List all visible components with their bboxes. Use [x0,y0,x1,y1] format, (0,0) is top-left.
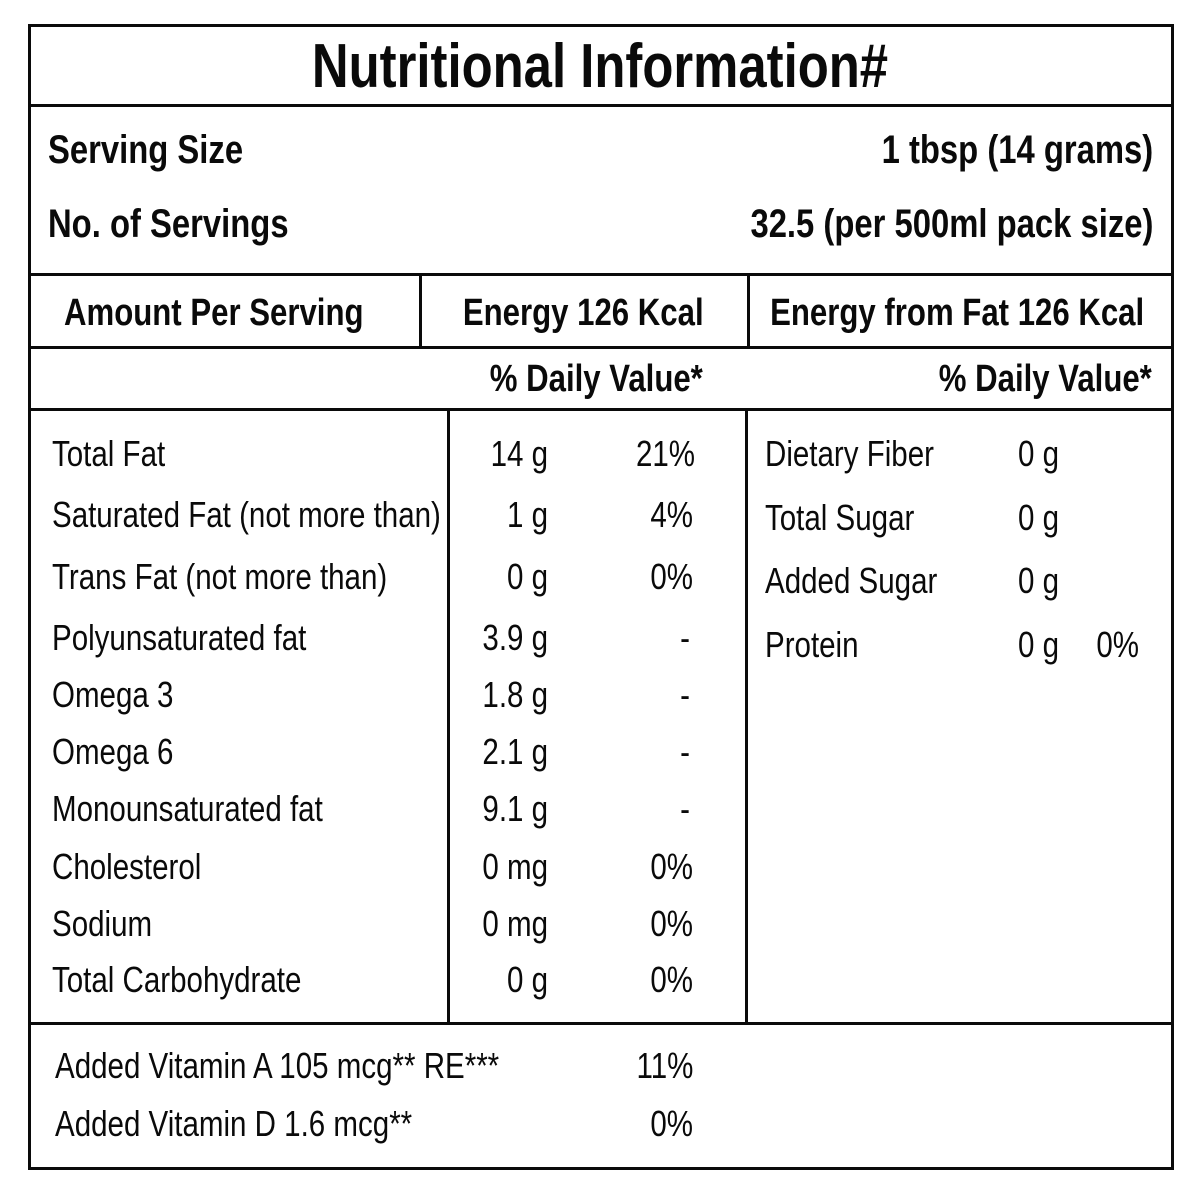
nutrient-daily-value: 4% [650,494,693,535]
nutrient-daily-value: - [680,617,690,658]
divider-vitamins [28,1022,1174,1025]
label-title: Nutritional Information# [311,32,889,101]
nutrient-name: Sodium [52,903,153,944]
nutrient-amount: 0 g [1018,497,1060,538]
nutrient-amount: 9.1 g [482,788,548,829]
nutrient-name: Omega 3 [52,674,174,715]
nutrient-amount: 0 g [506,959,548,1000]
nutrient-daily-value: - [680,731,690,772]
daily-value-header-left: % Daily Value* [489,358,703,400]
serving-size-value: 1 tbsp (14 grams) [881,128,1153,172]
nutrient-amount: 1.8 g [482,674,548,715]
nutrient-name: Added Sugar [765,560,938,601]
vitamin-daily-value: 0% [650,1103,693,1144]
nutrient-daily-value: - [680,788,690,829]
nutrient-name: Trans Fat (not more than) [52,556,388,597]
divider-daily-value [28,408,1174,411]
nutrient-amount: 3.9 g [482,617,548,658]
energy-value: Energy 126 Kcal [463,292,704,334]
divider-nutrient-col-2 [745,410,748,1024]
nutrition-label-panel [28,24,1174,1170]
vitamin-name: Added Vitamin A 105 mcg** RE*** [55,1045,500,1086]
nutrient-name: Protein [765,624,859,665]
nutrient-amount: 0 g [1018,433,1060,474]
amount-per-serving-label: Amount Per Serving [64,292,364,334]
nutrient-amount: 0 g [1018,560,1060,601]
nutrient-name: Saturated Fat (not more than) [52,494,441,535]
nutrient-name: Total Sugar [765,497,915,538]
nutrient-name: Polyunsaturated fat [52,617,307,658]
servings-count-value: 32.5 (per 500ml pack size) [750,202,1153,246]
nutrient-name: Omega 6 [52,731,174,772]
divider-nutrient-col-1 [447,410,450,1024]
nutrient-daily-value: 0% [1096,624,1139,665]
nutrient-amount: 2.1 g [482,731,548,772]
nutrient-amount: 1 g [506,494,548,535]
nutrient-daily-value: 0% [650,903,693,944]
vitamin-name: Added Vitamin D 1.6 mcg** [55,1103,413,1144]
energy-from-fat-value: Energy from Fat 126 Kcal [769,292,1144,334]
divider-title [28,104,1174,107]
divider-serving [28,273,1174,276]
vitamin-daily-value: 11% [636,1045,693,1086]
nutrient-name: Total Fat [52,433,166,474]
nutrient-amount: 0 g [506,556,548,597]
nutrient-amount: 0 mg [482,846,548,887]
nutrient-daily-value: 0% [650,959,693,1000]
nutrient-name: Dietary Fiber [765,433,934,474]
nutrient-daily-value: - [680,674,690,715]
nutrient-daily-value: 0% [650,846,693,887]
divider-energy-col-2 [747,275,750,348]
divider-energy [28,346,1174,349]
divider-energy-col-1 [419,275,422,348]
nutrient-amount: 0 mg [482,903,548,944]
nutrient-amount: 0 g [1018,624,1060,665]
nutrient-name: Cholesterol [52,846,202,887]
serving-size-label: Serving Size [48,128,244,172]
nutrient-name: Monounsaturated fat [52,788,323,829]
nutrient-name: Total Carbohydrate [52,959,302,1000]
nutrient-daily-value: 21% [635,433,695,474]
nutrient-daily-value: 0% [650,556,693,597]
nutrient-amount: 14 g [490,433,548,474]
servings-count-label: No. of Servings [48,202,289,246]
daily-value-header-right: % Daily Value* [938,358,1152,400]
